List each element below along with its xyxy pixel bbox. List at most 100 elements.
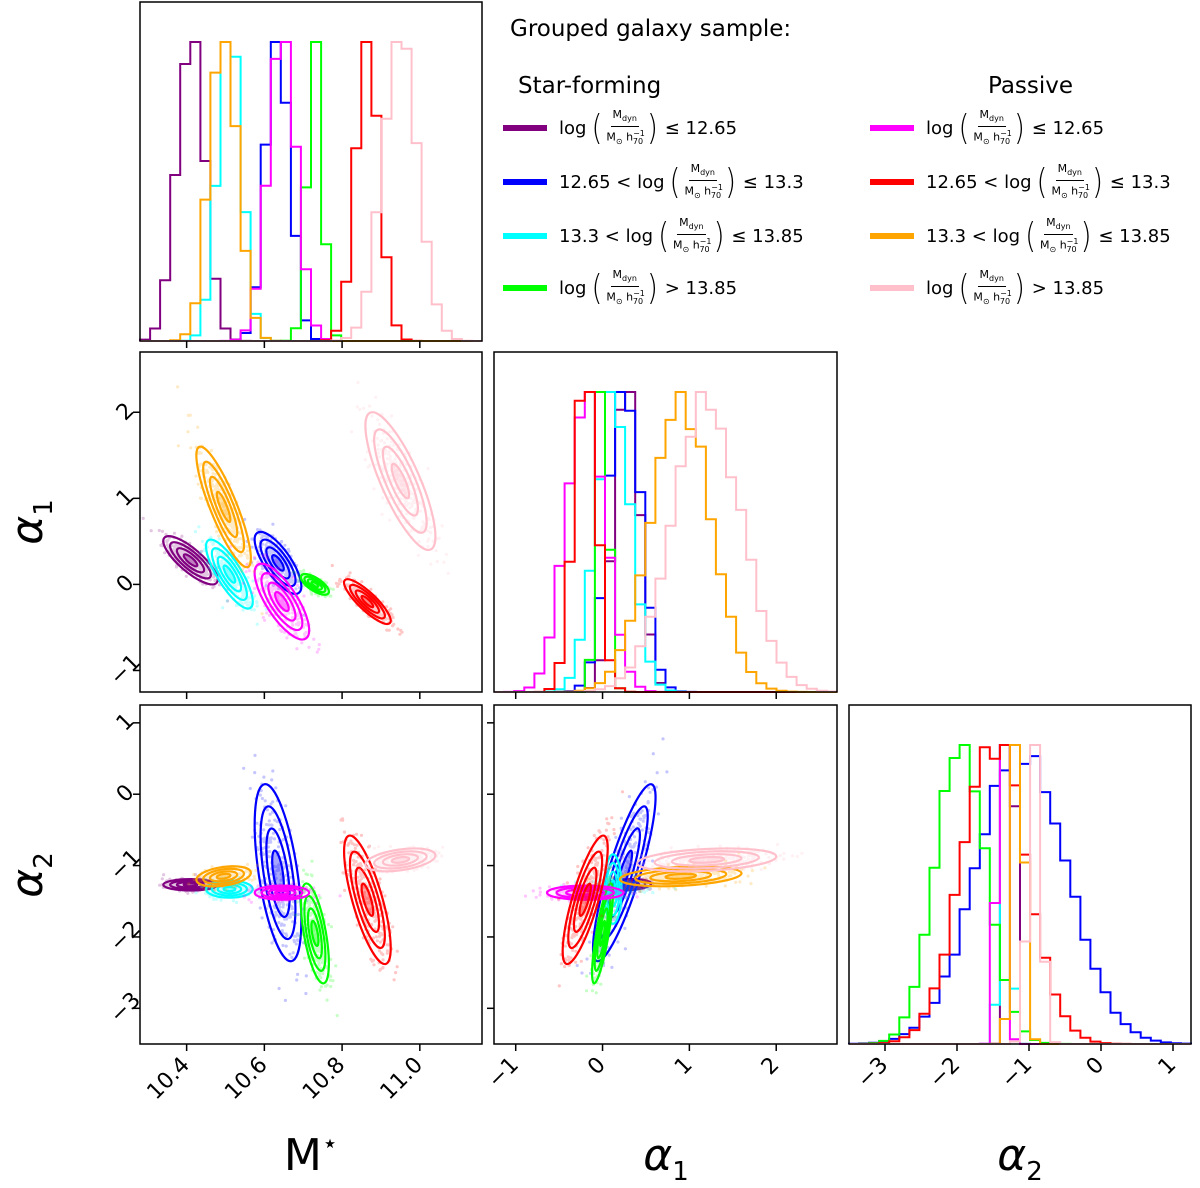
x-tick-label: 1 bbox=[670, 1053, 698, 1081]
legend-label: 12.65 < log(Mdyn M⊙ h−170) ≤ 13.3 bbox=[559, 162, 804, 201]
contour-7-4 bbox=[618, 865, 743, 888]
frac-numerator-sub: dyn bbox=[989, 114, 1004, 124]
contour-5-3 bbox=[260, 886, 304, 900]
legend-upper-bound: ≤ 13.85 bbox=[725, 225, 804, 247]
contour-6-4 bbox=[342, 834, 392, 966]
legend-log: log bbox=[1004, 171, 1032, 193]
legend-entry-star-forming-1: log(Mdyn M⊙ h−170) ≤ 12.65 bbox=[503, 108, 737, 148]
legend-log: log bbox=[637, 171, 665, 193]
contour-3-1 bbox=[222, 564, 237, 584]
legend-label: log(Mdyn M⊙ h−170) ≤ 12.65 bbox=[926, 108, 1104, 147]
contour-5-2 bbox=[267, 581, 297, 622]
legend-swatch bbox=[503, 285, 547, 291]
contour-2-1 bbox=[271, 554, 285, 572]
xlabel-alpha1: α1 bbox=[643, 1130, 689, 1187]
frac-h-sup: −1 bbox=[633, 288, 645, 298]
frac-numerator-sub: dyn bbox=[1055, 222, 1071, 232]
frac-h-sup: −1 bbox=[1000, 128, 1012, 138]
xlabel-mstar-main: M bbox=[284, 1130, 322, 1181]
frac-h-sup: −1 bbox=[1066, 236, 1079, 246]
x-tick-label: 1 bbox=[1154, 1053, 1182, 1081]
frac-h: h bbox=[1056, 238, 1067, 252]
contour-4-4 bbox=[299, 882, 330, 985]
contour-6-1 bbox=[578, 882, 592, 917]
contour-6-1 bbox=[360, 594, 375, 609]
contour-4-3 bbox=[303, 894, 327, 972]
legend-paren: ( bbox=[591, 266, 603, 308]
legend-label: 13.3 < log(Mdyn M⊙ h−170) ≤ 13.85 bbox=[926, 216, 1171, 255]
panel-frame-r2-c1 bbox=[493, 704, 838, 1045]
legend-swatch bbox=[870, 285, 914, 291]
frac-h: h bbox=[622, 130, 634, 144]
legend-lower-bound: 12.65 < bbox=[926, 171, 1005, 193]
frac-numerator: M bbox=[979, 268, 990, 282]
contour-7-2 bbox=[208, 870, 239, 883]
frac-numerator: M bbox=[679, 216, 689, 230]
legend-paren: ) bbox=[713, 214, 725, 256]
legend-paren: ( bbox=[958, 106, 970, 148]
ylabel-alpha1: α1 bbox=[2, 499, 59, 545]
frac-denominator-sub: ⊙ bbox=[982, 296, 990, 306]
frac-h: h bbox=[700, 184, 712, 198]
contour-8-4 bbox=[636, 847, 778, 873]
contour-6-2 bbox=[354, 866, 381, 933]
xlabel-mstar-sup: ⋆ bbox=[322, 1129, 338, 1159]
contour-4-3 bbox=[303, 575, 327, 594]
x-tick-label: 11.0 bbox=[376, 1053, 428, 1105]
legend-log: log bbox=[926, 277, 954, 299]
legend-entry-passive-4: log(Mdyn M⊙ h−170) > 13.85 bbox=[870, 268, 1104, 308]
contour-6-4 bbox=[342, 578, 392, 626]
ylabel-alpha1-sub: 1 bbox=[29, 499, 59, 516]
legend-upper-bound: ≤ 12.65 bbox=[658, 117, 738, 139]
contour-7-1 bbox=[664, 872, 697, 880]
contour-2-3 bbox=[259, 805, 297, 941]
xlabel-alpha2: α2 bbox=[997, 1130, 1043, 1187]
contour-8-1 bbox=[688, 855, 726, 864]
contour-7-1 bbox=[215, 490, 232, 524]
frac-h-sup: −1 bbox=[1078, 182, 1090, 192]
legend-paren: ) bbox=[1080, 214, 1092, 256]
legend-paren: ( bbox=[958, 266, 970, 308]
legend-entry-passive-1: log(Mdyn M⊙ h−170) ≤ 12.65 bbox=[870, 108, 1104, 148]
contour-7-3 bbox=[202, 460, 246, 554]
frac-denominator: M bbox=[973, 290, 983, 304]
x-tick-label: 2 bbox=[757, 1053, 785, 1081]
legend-entry-star-forming-2: 12.65 < log(Mdyn M⊙ h−170) ≤ 13.3 bbox=[503, 162, 804, 202]
frac-denominator: M bbox=[684, 184, 694, 198]
frac-h-sub: 70 bbox=[699, 244, 710, 254]
contour-5-1 bbox=[273, 591, 290, 613]
contour-3-2 bbox=[216, 555, 243, 593]
x-tick-label: −2 bbox=[925, 1053, 966, 1094]
legend-paren: ) bbox=[725, 160, 737, 202]
contour-4-2 bbox=[306, 907, 323, 960]
contour-8-4 bbox=[364, 411, 437, 552]
legend-swatch bbox=[503, 125, 547, 131]
frac-h-sub: 70 bbox=[632, 136, 644, 146]
contour-5-4 bbox=[253, 884, 311, 901]
contour-7-4 bbox=[195, 865, 252, 888]
legend-title: Grouped galaxy sample: bbox=[510, 16, 792, 42]
contour-8-4 bbox=[364, 847, 437, 873]
contour-2-3 bbox=[259, 538, 297, 588]
y-tick-label: 0 bbox=[112, 780, 140, 808]
legend-lower-bound: 13.3 < bbox=[926, 225, 993, 247]
legend-paren: ) bbox=[1014, 266, 1025, 308]
legend-fraction: Mdyn M⊙ h−170 bbox=[604, 268, 645, 307]
y-tick-label: 1 bbox=[112, 709, 140, 737]
frac-denominator-sub: ⊙ bbox=[693, 190, 701, 200]
contour-2-2 bbox=[265, 827, 291, 919]
frac-numerator-sub: dyn bbox=[688, 222, 704, 232]
legend-fraction: Mdyn M⊙ h−170 bbox=[1038, 216, 1079, 255]
frac-denominator-sub: ⊙ bbox=[1049, 244, 1057, 254]
legend-upper-bound: > 13.85 bbox=[658, 277, 738, 299]
panel-frame-r1-c1 bbox=[493, 351, 838, 693]
frac-h-sub: 70 bbox=[1066, 244, 1077, 254]
contour-6-4 bbox=[561, 834, 609, 966]
x-tick-label: 0 bbox=[1082, 1053, 1110, 1081]
contour-3-1 bbox=[222, 885, 237, 893]
contour-7-1 bbox=[215, 872, 232, 880]
contour-8-3 bbox=[373, 428, 428, 534]
legend-paren: ) bbox=[647, 106, 658, 148]
frac-h-sub: 70 bbox=[710, 190, 722, 200]
